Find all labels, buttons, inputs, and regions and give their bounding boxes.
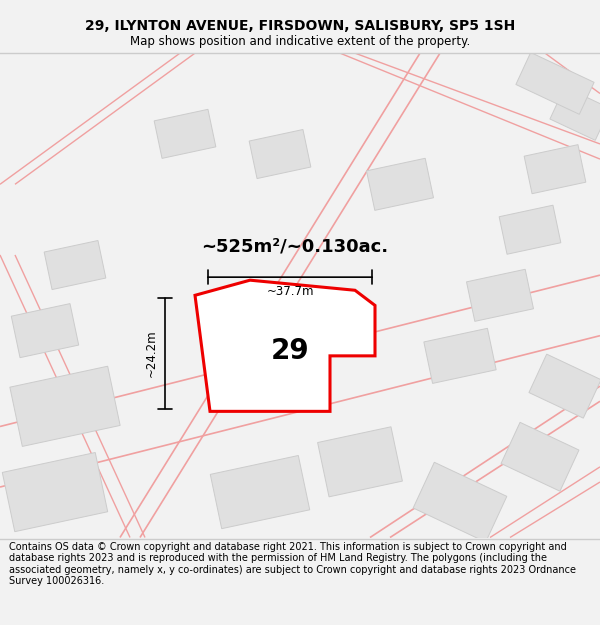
Polygon shape <box>11 304 79 358</box>
Polygon shape <box>44 241 106 289</box>
Polygon shape <box>154 109 216 158</box>
Text: ~37.7m: ~37.7m <box>266 285 314 298</box>
Polygon shape <box>424 328 496 383</box>
Polygon shape <box>466 269 533 321</box>
Polygon shape <box>210 456 310 529</box>
Text: ~24.2m: ~24.2m <box>145 329 157 377</box>
Polygon shape <box>195 280 375 411</box>
Polygon shape <box>413 462 507 542</box>
Polygon shape <box>317 427 403 497</box>
Polygon shape <box>367 158 434 211</box>
Polygon shape <box>550 87 600 141</box>
Polygon shape <box>2 452 107 532</box>
Polygon shape <box>10 366 120 446</box>
Polygon shape <box>516 52 594 114</box>
Text: Contains OS data © Crown copyright and database right 2021. This information is : Contains OS data © Crown copyright and d… <box>9 542 576 586</box>
Text: ~525m²/~0.130ac.: ~525m²/~0.130ac. <box>202 238 389 256</box>
Text: 29, ILYNTON AVENUE, FIRSDOWN, SALISBURY, SP5 1SH: 29, ILYNTON AVENUE, FIRSDOWN, SALISBURY,… <box>85 19 515 33</box>
Polygon shape <box>501 422 579 491</box>
Polygon shape <box>499 205 561 254</box>
Polygon shape <box>524 144 586 194</box>
Text: 29: 29 <box>271 337 310 365</box>
Polygon shape <box>529 354 600 418</box>
Text: Map shows position and indicative extent of the property.: Map shows position and indicative extent… <box>130 36 470 48</box>
Polygon shape <box>249 129 311 179</box>
